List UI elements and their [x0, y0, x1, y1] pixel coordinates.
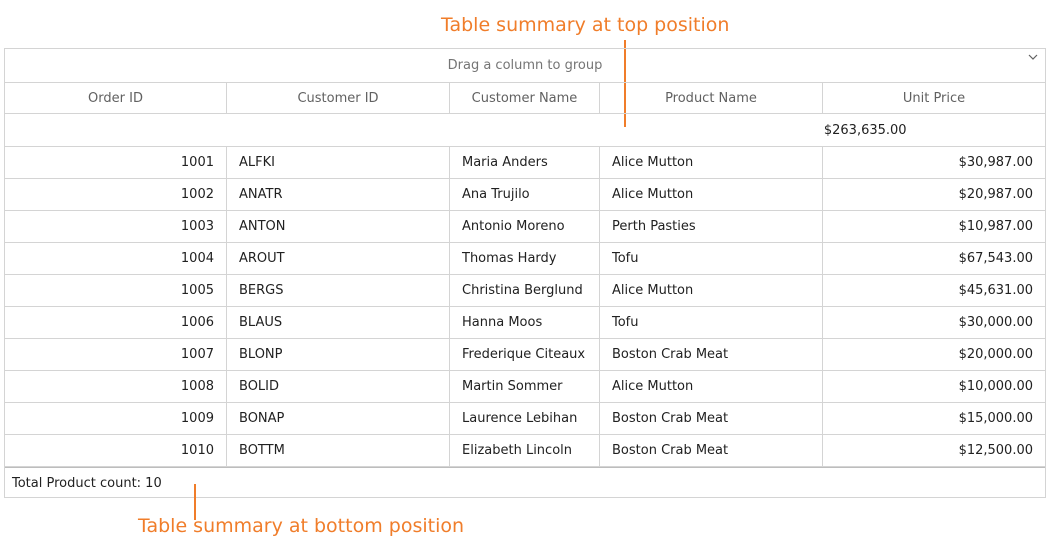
- cell-product-name[interactable]: Boston Crab Meat: [600, 339, 823, 370]
- cell-product-name[interactable]: Tofu: [600, 243, 823, 274]
- cell-unit-price[interactable]: $12,500.00: [958, 443, 1033, 458]
- cell-unit-price[interactable]: $20,987.00: [958, 187, 1033, 202]
- cell-customer-name[interactable]: Frederique Citeaux: [450, 339, 600, 370]
- bottom-summary-pointer: [194, 484, 196, 520]
- cell-customer-name[interactable]: Thomas Hardy: [450, 243, 600, 274]
- cell-customer-name[interactable]: Elizabeth Lincoln: [450, 435, 600, 466]
- cell-unit-price[interactable]: $30,000.00: [958, 315, 1033, 330]
- cell-order-id[interactable]: 1005: [5, 275, 227, 306]
- table-row[interactable]: 1008 BOLID Martin Sommer Alice Mutton $10,00…: [5, 371, 1045, 403]
- cell-order-id[interactable]: 1003: [5, 211, 227, 242]
- table-summary-top: $263,635.00: [5, 114, 1045, 147]
- cell-unit-price[interactable]: $45,631.00: [958, 283, 1033, 298]
- cell-unit-price[interactable]: $10,987.00: [958, 219, 1033, 234]
- cell-customer-id[interactable]: AROUT: [227, 243, 450, 274]
- cell-unit-price[interactable]: $15,000.00: [958, 411, 1033, 426]
- cell-customer-name[interactable]: Christina Berglund: [450, 275, 600, 306]
- cell-unit-price[interactable]: $30,987.00: [958, 155, 1033, 170]
- table-row[interactable]: 1004 AROUT Thomas Hardy Tofu $67,543.00: [5, 243, 1045, 275]
- table-row[interactable]: 1005 BERGS Christina Berglund Alice Mutton $…: [5, 275, 1045, 307]
- table-row[interactable]: 1010 BOTTM Elizabeth Lincoln Boston Crab Me…: [5, 435, 1045, 467]
- table-row[interactable]: 1001 ALFKI Maria Anders Alice Mutton $30,987…: [5, 147, 1045, 179]
- data-rows: 1001 ALFKI Maria Anders Alice Mutton $30,987…: [5, 147, 1045, 467]
- cell-product-name[interactable]: Perth Pasties: [600, 211, 823, 242]
- header-row: Order ID Customer ID Customer Name Produ…: [5, 83, 1045, 114]
- column-header-customer-name[interactable]: Customer Name: [450, 83, 600, 113]
- cell-customer-id[interactable]: BLONP: [227, 339, 450, 370]
- table-summary-bottom: Total Product count: 10: [5, 467, 1045, 499]
- column-header-order-id[interactable]: Order ID: [5, 83, 227, 113]
- cell-unit-price[interactable]: $10,000.00: [958, 379, 1033, 394]
- bottom-summary-annotation: Table summary at bottom position: [138, 515, 465, 537]
- cell-product-name[interactable]: Alice Mutton: [600, 371, 823, 402]
- table-row[interactable]: 1002 ANATR Ana Trujilo Alice Mutton $20,987.…: [5, 179, 1045, 211]
- cell-customer-id[interactable]: BLAUS: [227, 307, 450, 338]
- group-drop-text: Drag a column to group: [447, 58, 603, 73]
- cell-customer-id[interactable]: ANATR: [227, 179, 450, 210]
- chevron-down-icon[interactable]: [1025, 49, 1041, 69]
- cell-customer-name[interactable]: Antonio Moreno: [450, 211, 600, 242]
- cell-customer-id[interactable]: BOLID: [227, 371, 450, 402]
- table-row[interactable]: 1007 BLONP Frederique Citeaux Boston Crab M…: [5, 339, 1045, 371]
- cell-customer-name[interactable]: Martin Sommer: [450, 371, 600, 402]
- cell-product-name[interactable]: Boston Crab Meat: [600, 403, 823, 434]
- data-grid: Drag a column to group Order ID Customer…: [4, 48, 1046, 498]
- cell-customer-name[interactable]: Ana Trujilo: [450, 179, 600, 210]
- column-header-unit-price[interactable]: Unit Price: [902, 90, 966, 106]
- cell-order-id[interactable]: 1001: [5, 147, 227, 178]
- cell-customer-id[interactable]: BERGS: [227, 275, 450, 306]
- cell-order-id[interactable]: 1004: [5, 243, 227, 274]
- cell-order-id[interactable]: 1008: [5, 371, 227, 402]
- cell-customer-name[interactable]: Laurence Lebihan: [450, 403, 600, 434]
- table-row[interactable]: 1009 BONAP Laurence Lebihan Boston Crab Mea…: [5, 403, 1045, 435]
- cell-order-id[interactable]: 1009: [5, 403, 227, 434]
- cell-customer-id[interactable]: ANTON: [227, 211, 450, 242]
- cell-customer-id[interactable]: BONAP: [227, 403, 450, 434]
- cell-customer-id[interactable]: ALFKI: [227, 147, 450, 178]
- table-row[interactable]: 1003 ANTON Antonio Moreno Perth Pasties $10,…: [5, 211, 1045, 243]
- cell-customer-name[interactable]: Maria Anders: [450, 147, 600, 178]
- cell-product-name[interactable]: Tofu: [600, 307, 823, 338]
- cell-customer-name[interactable]: Hanna Moos: [450, 307, 600, 338]
- cell-order-id[interactable]: 1007: [5, 339, 227, 370]
- cell-product-name[interactable]: Alice Mutton: [600, 179, 823, 210]
- cell-order-id[interactable]: 1002: [5, 179, 227, 210]
- cell-unit-price[interactable]: $20,000.00: [958, 347, 1033, 362]
- column-header-customer-id[interactable]: Customer ID: [227, 83, 450, 113]
- top-summary-annotation: Table summary at top position: [441, 14, 730, 36]
- cell-order-id[interactable]: 1010: [5, 435, 227, 466]
- cell-product-name[interactable]: Alice Mutton: [600, 147, 823, 178]
- group-drop-area[interactable]: Drag a column to group: [5, 49, 1045, 83]
- cell-customer-id[interactable]: BOTTM: [227, 435, 450, 466]
- unit-price-sum: $263,635.00: [823, 122, 907, 138]
- cell-product-name[interactable]: Boston Crab Meat: [600, 435, 823, 466]
- column-header-product-name[interactable]: Product Name: [600, 83, 823, 113]
- top-summary-pointer: [624, 40, 626, 127]
- table-row[interactable]: 1006 BLAUS Hanna Moos Tofu $30,000.00: [5, 307, 1045, 339]
- cell-order-id[interactable]: 1006: [5, 307, 227, 338]
- cell-unit-price[interactable]: $67,543.00: [958, 251, 1033, 266]
- cell-product-name[interactable]: Alice Mutton: [600, 275, 823, 306]
